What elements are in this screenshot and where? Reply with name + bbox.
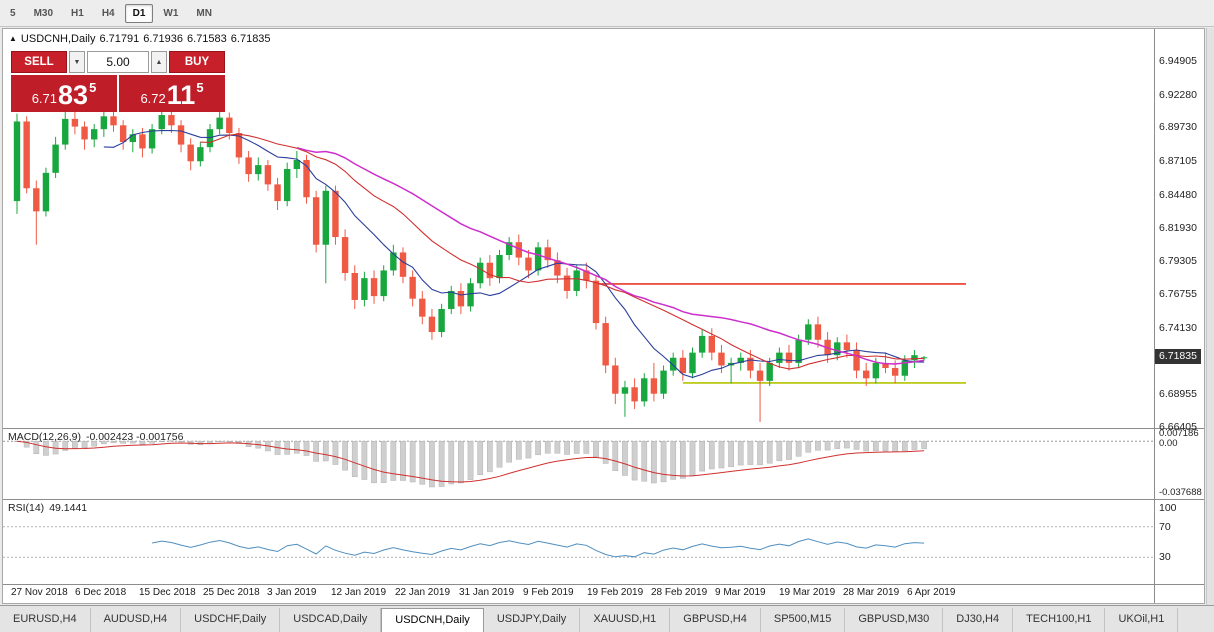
chart-tabbar: EURUSD,H4 AUDUSD,H4 USDCHF,Daily USDCAD,Dai… <box>0 605 1214 632</box>
volume-increase-button[interactable]: ▲ <box>151 51 167 73</box>
chart-tab-gbpusd-m30[interactable]: GBPUSD,M30 <box>845 608 944 632</box>
timeframe-button-h4[interactable]: H4 <box>94 4 123 23</box>
chart-header: ▲ USDCNH,Daily 6.71791 6.71936 6.71583 6.7183… <box>9 33 275 45</box>
date-label: 6 Dec 2018 <box>75 587 127 598</box>
price-axis[interactable]: 6.71835 0.007186 0.00 -0.037688 6.94905 6… <box>1155 29 1204 603</box>
rsi-value: 49.1441 <box>49 502 88 514</box>
price-axis-label: 6.76755 <box>1159 288 1197 301</box>
one-click-toggle-icon[interactable]: ▲ <box>9 34 17 43</box>
axis-separator <box>1154 29 1155 603</box>
timeframe-button-h1[interactable]: H1 <box>63 4 92 23</box>
price-axis-label: 6.66405 <box>1159 421 1197 434</box>
ask-big-digits: 11 <box>166 80 196 111</box>
price-axis-label: 6.81930 <box>1159 221 1197 234</box>
ohlc-close: 6.71835 <box>230 33 271 45</box>
rsi-axis-label: 30 <box>1159 551 1171 564</box>
ask-price-display[interactable]: 6.72 11 5 <box>119 75 225 112</box>
date-label: 9 Feb 2019 <box>523 587 574 598</box>
macd-name: MACD(12,26,9) <box>8 431 81 443</box>
chart-tab-xauusd-h1[interactable]: XAUUSD,H1 <box>580 608 671 632</box>
chart-tab-gbpusd-h4[interactable]: GBPUSD,H4 <box>670 608 761 632</box>
chart-tab-ukoil-h1[interactable]: UKOil,H1 <box>1105 608 1179 632</box>
rsi-name: RSI(14) <box>8 502 45 514</box>
rsi-axis-label: 100 <box>1159 502 1177 514</box>
rsi-label: RSI(14) 49.1441 <box>8 502 87 514</box>
sell-button[interactable]: SELL <box>11 51 67 73</box>
chart-tab-usdchf-daily[interactable]: USDCHF,Daily <box>181 608 281 632</box>
ohlc-high: 6.71936 <box>143 33 184 45</box>
chart-tab-audusd-h4[interactable]: AUDUSD,H4 <box>91 608 182 632</box>
macd-axis-min: -0.037688 <box>1159 487 1202 498</box>
date-label: 28 Mar 2019 <box>843 587 900 598</box>
macd-pane[interactable] <box>3 429 1153 499</box>
date-label: 27 Nov 2018 <box>11 587 68 598</box>
price-axis-label: 6.92280 <box>1159 88 1197 101</box>
chart-window[interactable]: ▲ USDCNH,Daily 6.71791 6.71936 6.71583 6.7183… <box>2 28 1205 604</box>
chart-tab-sp500-m15[interactable]: SP500,M15 <box>761 608 846 632</box>
price-chart[interactable] <box>3 29 1153 428</box>
timeframe-button-d1[interactable]: D1 <box>124 3 154 23</box>
bid-point-digit: 5 <box>89 80 97 95</box>
date-label: 9 Mar 2019 <box>715 587 766 598</box>
volume-decrease-button[interactable]: ▼ <box>69 51 85 73</box>
date-label: 19 Feb 2019 <box>587 587 644 598</box>
bid-price-display[interactable]: 6.71 83 5 <box>11 75 117 112</box>
macd-axis-zero: 0.00 <box>1159 438 1178 449</box>
date-label: 12 Jan 2019 <box>331 587 387 598</box>
bid-prefix: 6.71 <box>31 91 58 106</box>
ohlc-open: 6.71791 <box>99 33 140 45</box>
date-label: 3 Jan 2019 <box>267 587 317 598</box>
ohlc-low: 6.71583 <box>187 33 227 45</box>
date-label: 28 Feb 2019 <box>651 587 708 598</box>
date-label: 22 Jan 2019 <box>395 587 451 598</box>
buy-button[interactable]: BUY <box>169 51 225 73</box>
macd-axis-max: 0.007186 <box>1159 428 1199 439</box>
timeframe-button-w1[interactable]: W1 <box>155 4 186 23</box>
price-axis-label: 6.74130 <box>1159 321 1197 334</box>
price-axis-label: 6.68955 <box>1159 388 1197 401</box>
chart-tab-dj30-h4[interactable]: DJ30,H4 <box>943 608 1014 632</box>
price-axis-label: 6.89730 <box>1159 121 1197 134</box>
timeframe-button-5[interactable]: 5 <box>2 4 24 23</box>
volume-input[interactable] <box>87 51 149 73</box>
price-axis-label: 6.94905 <box>1159 55 1197 68</box>
pane-separator <box>3 428 1204 429</box>
price-axis-label: 6.84480 <box>1159 188 1197 201</box>
window-edge-strip <box>1206 28 1214 605</box>
one-click-trading-panel: SELL ▼ ▲ BUY 6.71 83 5 6.72 11 5 <box>11 51 225 112</box>
date-label: 31 Jan 2019 <box>459 587 515 598</box>
price-axis-label: 6.87105 <box>1159 155 1197 168</box>
rsi-pane[interactable] <box>3 500 1153 584</box>
ask-prefix: 6.72 <box>140 91 166 106</box>
macd-values: -0.002423 -0.001756 <box>85 431 184 443</box>
pane-separator <box>3 499 1204 500</box>
timeframe-toolbar: 5 M30 H1 H4 D1 W1 MN <box>0 0 1214 27</box>
pane-separator <box>3 584 1204 585</box>
date-label: 19 Mar 2019 <box>779 587 836 598</box>
rsi-axis-label: 70 <box>1159 520 1171 533</box>
current-price-badge: 6.71835 <box>1155 349 1201 365</box>
date-label: 25 Dec 2018 <box>203 587 260 598</box>
chart-symbol-label: USDCNH,Daily <box>20 33 96 45</box>
macd-label: MACD(12,26,9) -0.002423 -0.001756 <box>8 431 183 443</box>
price-axis-label: 6.79305 <box>1159 255 1197 268</box>
timeframe-button-m30[interactable]: M30 <box>26 4 61 23</box>
date-label: 15 Dec 2018 <box>139 587 196 598</box>
chart-tab-tech100-h1[interactable]: TECH100,H1 <box>1013 608 1106 632</box>
chart-tab-usdcnh-daily[interactable]: USDCNH,Daily <box>381 608 484 632</box>
chart-tab-usdjpy-daily[interactable]: USDJPY,Daily <box>484 608 581 632</box>
bid-big-digits: 83 <box>58 80 89 111</box>
chart-tab-eurusd-h4[interactable]: EURUSD,H4 <box>0 608 91 632</box>
ask-point-digit: 5 <box>196 80 204 95</box>
chart-tab-usdcad-daily[interactable]: USDCAD,Daily <box>280 608 382 632</box>
timeframe-button-mn[interactable]: MN <box>188 4 220 23</box>
date-label: 6 Apr 2019 <box>907 587 956 598</box>
